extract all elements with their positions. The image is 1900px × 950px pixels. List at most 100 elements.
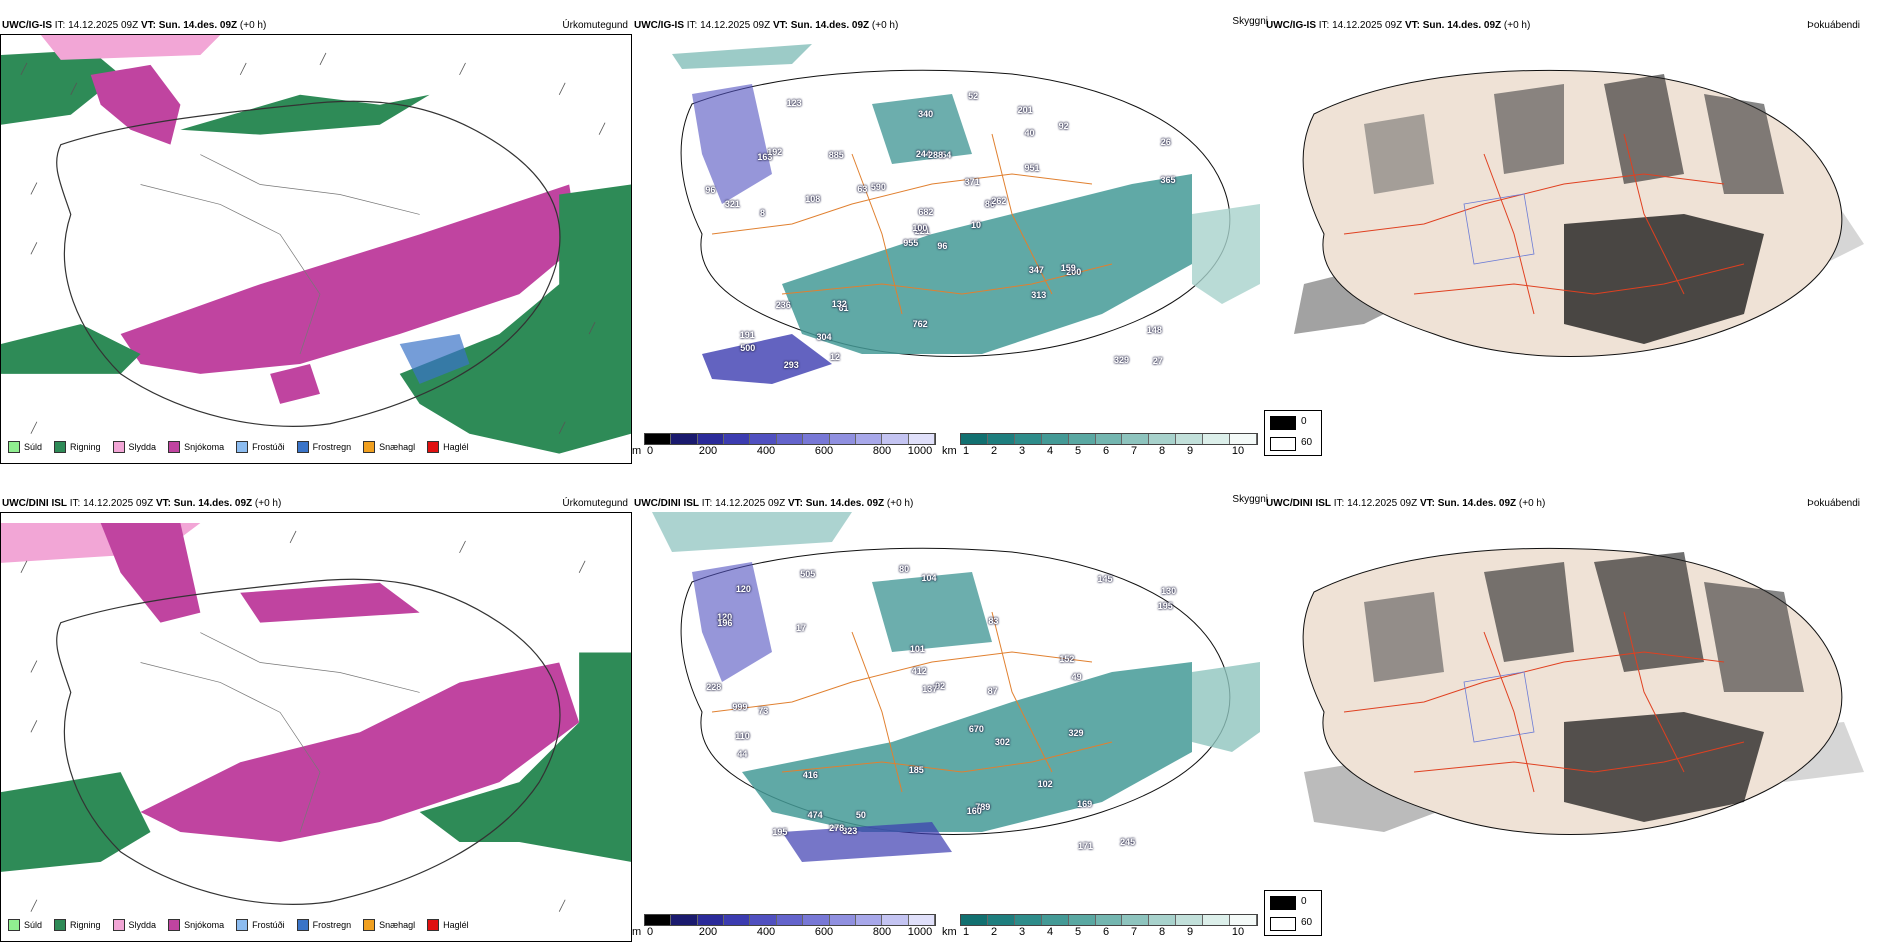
legend-label: Súld xyxy=(24,442,43,452)
legend-item: Haglél xyxy=(425,441,469,453)
cloud-map-svg xyxy=(672,44,1260,384)
colorbar-tick: 200 xyxy=(698,445,718,457)
colorbar-tick: 9 xyxy=(1186,926,1194,938)
cloud-base-label: 340 xyxy=(918,109,934,120)
cloud-base-label: 52 xyxy=(968,90,979,101)
legend-item: Frostregn xyxy=(295,441,352,453)
precip-map[interactable] xyxy=(0,512,632,942)
legend-swatch xyxy=(296,919,309,931)
legend-item: Frostregn xyxy=(295,919,351,931)
cloud-base-label: 27 xyxy=(1152,355,1163,366)
cloud-base-label: 63 xyxy=(857,184,868,195)
cloud-base-label: 132 xyxy=(831,298,847,309)
cloud-base-label: 160 xyxy=(966,806,982,817)
legend-swatch xyxy=(236,441,249,453)
cloud-base-label: 92 xyxy=(1058,120,1069,131)
colorbar-tick: 1 xyxy=(962,445,970,457)
legend-item: Rigning xyxy=(52,919,101,931)
cloud-base-label: 96 xyxy=(937,241,948,252)
cloud-panel-row2: UWC/DINI ISL IT: 14.12.2025 09Z VT: Sun.… xyxy=(632,492,1268,942)
cloud-base-label: 12 xyxy=(830,351,841,362)
cloud-map[interactable]: 96 163 221 191 86 61 201 54 40 10 123 27 8 26 955 951 29… xyxy=(632,34,1260,434)
cloud-base-label: 302 xyxy=(994,737,1010,748)
legend-label: 60 xyxy=(1301,917,1313,928)
cloud-base-label: 365 xyxy=(1160,174,1176,185)
legend-label: 0 xyxy=(1301,416,1307,427)
cloud-base-label: 670 xyxy=(968,723,984,734)
cloud-base-label: 505 xyxy=(800,569,816,580)
cloud-base-label: 130 xyxy=(1161,586,1177,597)
colorbar-strip xyxy=(644,433,936,445)
visibility-colorbar-row2: km 1 2 3 4 5 6 7 8 9 10 xyxy=(942,914,1260,948)
legend-label: Snjókoma xyxy=(184,920,225,930)
legend-swatch xyxy=(1270,896,1296,910)
colorbar-tick: 200 xyxy=(698,926,718,938)
panel-header: UWC/DINI ISL IT: 14.12.2025 09Z VT: Sun.… xyxy=(2,498,282,509)
panel-header: UWC/IG-IS IT: 14.12.2025 09Z VT: Sun. 14… xyxy=(634,20,899,31)
fog-panel-row2: UWC/DINI ISL IT: 14.12.2025 09Z VT: Sun.… xyxy=(1264,492,1900,942)
cloud-base-label: 110 xyxy=(735,730,750,741)
precip-panel-row2: UWC/DINI ISL IT: 14.12.2025 09Z VT: Sun.… xyxy=(0,492,632,942)
legend-label: 60 xyxy=(1301,437,1313,448)
cloud-base-label: 40 xyxy=(1024,128,1035,139)
cloud-base-label: 228 xyxy=(706,681,722,692)
fog-map-svg xyxy=(1302,547,1864,835)
cloud-base-label: 999 xyxy=(732,702,748,713)
cloud-base-label: 171 xyxy=(1077,841,1093,852)
colorbar-tick: 0 xyxy=(646,926,654,938)
cloud-base-label: 500 xyxy=(740,343,756,354)
cloud-base-colorbar-row2: m 0 200 400 600 800 1000 xyxy=(632,914,936,948)
legend-swatch xyxy=(363,919,376,931)
cloud-map[interactable]: 228 104 152 130 120 245 73 83 101 145 92 329 80 196 17… xyxy=(632,512,1260,912)
legend-item: Frostúði xyxy=(234,441,285,453)
legend-swatch xyxy=(236,919,249,931)
colorbar-tick: 6 xyxy=(1102,445,1110,457)
legend-label: Snæhagl xyxy=(379,920,416,930)
cloud-base-label: 195 xyxy=(1157,601,1173,612)
cloud-base-label: 221 xyxy=(914,225,930,236)
panel-title: Skyggni xyxy=(1232,16,1268,27)
cloud-base-label: 92 xyxy=(935,680,946,691)
cloud-base-label: 108 xyxy=(805,194,821,205)
cloud-base-label: 73 xyxy=(758,706,769,717)
cloud-base-label: 236 xyxy=(775,300,791,311)
cloud-base-label: 10 xyxy=(970,220,981,231)
colorbar-tick: 7 xyxy=(1130,445,1138,457)
fog-map[interactable] xyxy=(1264,34,1864,424)
colorbar-tick: 3 xyxy=(1018,445,1026,457)
colorbar-tick: 9 xyxy=(1186,445,1194,457)
colorbar-tick: 1000 xyxy=(907,926,933,938)
cloud-base-label: 195 xyxy=(772,827,788,838)
precip-panel-row1: UWC/IG-IS IT: 14.12.2025 09Z VT: Sun. 14… xyxy=(0,14,632,464)
legend-item: Súld xyxy=(6,441,42,453)
cloud-base-label: 191 xyxy=(739,330,755,341)
cloud-base-label: 86 xyxy=(984,199,995,210)
legend-label: Frostregn xyxy=(312,442,352,452)
cloud-base-label: 104 xyxy=(921,573,937,583)
cloud-base-label: 120 xyxy=(735,583,751,594)
panel-header: UWC/DINI ISL IT: 14.12.2025 09Z VT: Sun.… xyxy=(1266,498,1546,509)
cloud-base-label: 762 xyxy=(912,318,928,329)
colorbar-unit: m xyxy=(632,445,642,457)
legend-swatch xyxy=(1270,416,1296,430)
legend-label: Slydda xyxy=(128,442,157,452)
colorbar-tick: 4 xyxy=(1046,926,1054,938)
cloud-base-label: 102 xyxy=(1037,778,1053,789)
cloud-base-label: 371 xyxy=(964,176,980,187)
cloud-base-label: 789 xyxy=(975,801,991,812)
cloud-base-label: 169 xyxy=(1077,799,1093,810)
panel-title: Úrkomutegund xyxy=(562,20,628,31)
legend-item: Slydda xyxy=(111,441,157,453)
panel-header: UWC/IG-IS IT: 14.12.2025 09Z VT: Sun. 14… xyxy=(1266,20,1531,31)
legend-swatch xyxy=(8,441,20,453)
fog-map[interactable] xyxy=(1264,512,1864,902)
legend-item: Frostúði xyxy=(234,919,285,931)
legend-item: Snæhagl xyxy=(361,441,415,453)
cloud-base-label: 148 xyxy=(1146,324,1162,335)
cloud-base-label: 955 xyxy=(903,238,919,249)
precip-map[interactable] xyxy=(0,34,632,464)
cloud-base-label: 196 xyxy=(717,618,733,629)
cloud-base-label: 201 xyxy=(1017,105,1033,116)
colorbar-tick: 8 xyxy=(1158,926,1166,938)
legend-swatch xyxy=(427,919,440,931)
